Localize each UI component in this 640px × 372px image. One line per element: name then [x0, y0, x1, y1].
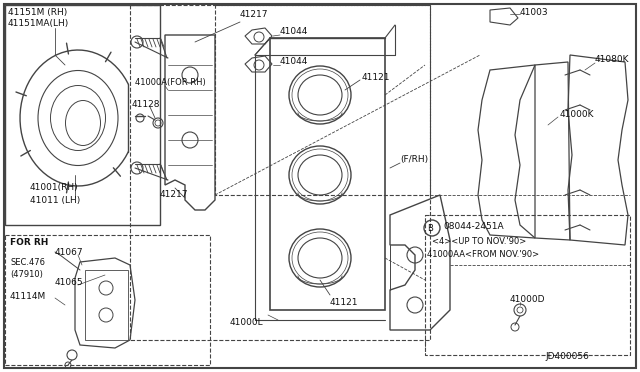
Text: 41128: 41128	[132, 100, 161, 109]
Text: 41000AA<FROM NOV.'90>: 41000AA<FROM NOV.'90>	[427, 250, 539, 259]
Text: 41011 (LH): 41011 (LH)	[30, 196, 80, 205]
Text: <4><UP TO NOV.'90>: <4><UP TO NOV.'90>	[432, 237, 526, 246]
Text: SEC.476: SEC.476	[10, 258, 45, 267]
Text: 41000L: 41000L	[230, 318, 264, 327]
Text: (47910): (47910)	[10, 270, 43, 279]
Text: (F/RH): (F/RH)	[400, 155, 428, 164]
Text: JD400056: JD400056	[545, 352, 589, 361]
Text: 41151MA(LH): 41151MA(LH)	[8, 19, 69, 28]
Text: 41065: 41065	[55, 278, 84, 287]
Text: B: B	[427, 224, 433, 232]
Text: 41151M (RH): 41151M (RH)	[8, 8, 67, 17]
Text: 41121: 41121	[330, 298, 358, 307]
Text: 08044-2451A: 08044-2451A	[443, 222, 504, 231]
Text: 41080K: 41080K	[595, 55, 630, 64]
Text: 41217: 41217	[240, 10, 269, 19]
Text: FOR RH: FOR RH	[10, 238, 49, 247]
Text: 41044: 41044	[280, 57, 308, 66]
Text: 41114M: 41114M	[10, 292, 46, 301]
Text: 41217: 41217	[160, 190, 189, 199]
Text: 41001(RH): 41001(RH)	[30, 183, 79, 192]
Text: 41000D: 41000D	[510, 295, 545, 304]
Text: 41067: 41067	[55, 248, 84, 257]
Text: 41000K: 41000K	[560, 110, 595, 119]
Text: 41000A(FOR RH): 41000A(FOR RH)	[135, 78, 205, 87]
Text: 41003: 41003	[520, 8, 548, 17]
Text: 41121: 41121	[362, 73, 390, 82]
Text: 41044: 41044	[280, 27, 308, 36]
